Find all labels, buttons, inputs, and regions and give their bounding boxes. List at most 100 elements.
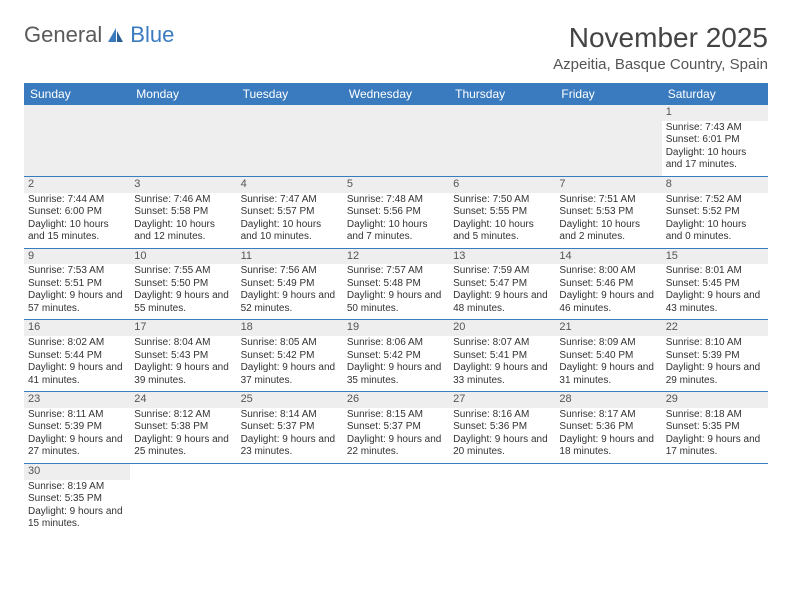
daylight-line: Daylight: 9 hours and 43 minutes. [666, 290, 764, 315]
daylight-line: Daylight: 9 hours and 48 minutes. [453, 290, 551, 315]
sunset-line: Sunset: 5:51 PM [28, 278, 126, 291]
sunrise-line: Sunrise: 7:51 AM [559, 194, 657, 207]
sunrise-line: Sunrise: 8:18 AM [666, 409, 764, 422]
daylight-line: Daylight: 9 hours and 29 minutes. [666, 362, 764, 387]
day-number: 9 [24, 249, 130, 265]
sunset-line: Sunset: 5:39 PM [28, 421, 126, 434]
sunset-line: Sunset: 5:36 PM [453, 421, 551, 434]
sail-icon [106, 26, 126, 44]
daylight-line: Daylight: 9 hours and 15 minutes. [28, 506, 126, 531]
sunset-line: Sunset: 5:43 PM [134, 350, 232, 363]
sunset-line: Sunset: 6:01 PM [666, 134, 764, 147]
calendar-cell: 14Sunrise: 8:00 AMSunset: 5:46 PMDayligh… [555, 249, 661, 320]
calendar-cell-empty [130, 105, 236, 176]
calendar-cell: 12Sunrise: 7:57 AMSunset: 5:48 PMDayligh… [343, 249, 449, 320]
calendar-cell: 21Sunrise: 8:09 AMSunset: 5:40 PMDayligh… [555, 320, 661, 391]
day-number: 19 [343, 320, 449, 336]
calendar-cell: 20Sunrise: 8:07 AMSunset: 5:41 PMDayligh… [449, 320, 555, 391]
day-number: 24 [130, 392, 236, 408]
sunset-line: Sunset: 5:49 PM [241, 278, 339, 291]
sunrise-line: Sunrise: 8:10 AM [666, 337, 764, 350]
calendar-header-row: SundayMondayTuesdayWednesdayThursdayFrid… [24, 83, 768, 105]
weekday-header: Sunday [24, 83, 130, 105]
daylight-line: Daylight: 9 hours and 57 minutes. [28, 290, 126, 315]
sunset-line: Sunset: 5:41 PM [453, 350, 551, 363]
daylight-line: Daylight: 10 hours and 0 minutes. [666, 219, 764, 244]
sunset-line: Sunset: 5:48 PM [347, 278, 445, 291]
calendar-cell: 23Sunrise: 8:11 AMSunset: 5:39 PMDayligh… [24, 392, 130, 463]
day-number: 10 [130, 249, 236, 265]
sunrise-line: Sunrise: 8:14 AM [241, 409, 339, 422]
sunrise-line: Sunrise: 7:56 AM [241, 265, 339, 278]
sunrise-line: Sunrise: 8:00 AM [559, 265, 657, 278]
weekday-header: Friday [555, 83, 661, 105]
day-number: 21 [555, 320, 661, 336]
calendar-row: 9Sunrise: 7:53 AMSunset: 5:51 PMDaylight… [24, 249, 768, 321]
calendar-cell-empty [343, 105, 449, 176]
day-number: 22 [662, 320, 768, 336]
calendar-cell: 29Sunrise: 8:18 AMSunset: 5:35 PMDayligh… [662, 392, 768, 463]
sunset-line: Sunset: 5:39 PM [666, 350, 764, 363]
calendar-cell: 24Sunrise: 8:12 AMSunset: 5:38 PMDayligh… [130, 392, 236, 463]
sunrise-line: Sunrise: 8:09 AM [559, 337, 657, 350]
weekday-header: Wednesday [343, 83, 449, 105]
weekday-header: Thursday [449, 83, 555, 105]
daylight-line: Daylight: 9 hours and 27 minutes. [28, 434, 126, 459]
day-number: 1 [662, 105, 768, 121]
day-number: 7 [555, 177, 661, 193]
sunset-line: Sunset: 5:36 PM [559, 421, 657, 434]
calendar-cell: 3Sunrise: 7:46 AMSunset: 5:58 PMDaylight… [130, 177, 236, 248]
daylight-line: Daylight: 9 hours and 22 minutes. [347, 434, 445, 459]
day-number: 18 [237, 320, 343, 336]
daylight-line: Daylight: 9 hours and 20 minutes. [453, 434, 551, 459]
calendar-body: 1Sunrise: 7:43 AMSunset: 6:01 PMDaylight… [24, 105, 768, 535]
day-number: 12 [343, 249, 449, 265]
sunset-line: Sunset: 5:50 PM [134, 278, 232, 291]
calendar-cell-empty [237, 464, 343, 535]
day-number: 30 [24, 464, 130, 480]
calendar-cell: 18Sunrise: 8:05 AMSunset: 5:42 PMDayligh… [237, 320, 343, 391]
sunset-line: Sunset: 5:45 PM [666, 278, 764, 291]
day-number: 20 [449, 320, 555, 336]
sunrise-line: Sunrise: 7:46 AM [134, 194, 232, 207]
sunrise-line: Sunrise: 8:07 AM [453, 337, 551, 350]
calendar-cell-empty [555, 464, 661, 535]
day-number: 4 [237, 177, 343, 193]
logo: General Blue [24, 22, 174, 48]
sunset-line: Sunset: 5:52 PM [666, 206, 764, 219]
sunrise-line: Sunrise: 8:17 AM [559, 409, 657, 422]
title-block: November 2025 Azpeitia, Basque Country, … [553, 22, 768, 73]
sunrise-line: Sunrise: 8:11 AM [28, 409, 126, 422]
weekday-header: Monday [130, 83, 236, 105]
calendar-cell: 11Sunrise: 7:56 AMSunset: 5:49 PMDayligh… [237, 249, 343, 320]
calendar-cell: 13Sunrise: 7:59 AMSunset: 5:47 PMDayligh… [449, 249, 555, 320]
day-number: 17 [130, 320, 236, 336]
sunrise-line: Sunrise: 7:52 AM [666, 194, 764, 207]
sunset-line: Sunset: 5:44 PM [28, 350, 126, 363]
daylight-line: Daylight: 9 hours and 25 minutes. [134, 434, 232, 459]
calendar-cell: 1Sunrise: 7:43 AMSunset: 6:01 PMDaylight… [662, 105, 768, 176]
sunrise-line: Sunrise: 8:15 AM [347, 409, 445, 422]
calendar-cell: 2Sunrise: 7:44 AMSunset: 6:00 PMDaylight… [24, 177, 130, 248]
calendar-row: 1Sunrise: 7:43 AMSunset: 6:01 PMDaylight… [24, 105, 768, 177]
location: Azpeitia, Basque Country, Spain [553, 56, 768, 73]
sunset-line: Sunset: 5:46 PM [559, 278, 657, 291]
calendar-cell-empty [662, 464, 768, 535]
daylight-line: Daylight: 9 hours and 33 minutes. [453, 362, 551, 387]
calendar-cell: 26Sunrise: 8:15 AMSunset: 5:37 PMDayligh… [343, 392, 449, 463]
daylight-line: Daylight: 10 hours and 10 minutes. [241, 219, 339, 244]
daylight-line: Daylight: 9 hours and 52 minutes. [241, 290, 339, 315]
daylight-line: Daylight: 10 hours and 7 minutes. [347, 219, 445, 244]
calendar-cell-empty [449, 105, 555, 176]
day-number: 13 [449, 249, 555, 265]
sunset-line: Sunset: 5:38 PM [134, 421, 232, 434]
calendar-row: 16Sunrise: 8:02 AMSunset: 5:44 PMDayligh… [24, 320, 768, 392]
sunset-line: Sunset: 5:47 PM [453, 278, 551, 291]
sunrise-line: Sunrise: 7:57 AM [347, 265, 445, 278]
calendar-cell: 16Sunrise: 8:02 AMSunset: 5:44 PMDayligh… [24, 320, 130, 391]
sunset-line: Sunset: 5:55 PM [453, 206, 551, 219]
day-number: 16 [24, 320, 130, 336]
calendar-cell: 19Sunrise: 8:06 AMSunset: 5:42 PMDayligh… [343, 320, 449, 391]
sunrise-line: Sunrise: 8:01 AM [666, 265, 764, 278]
calendar-cell: 6Sunrise: 7:50 AMSunset: 5:55 PMDaylight… [449, 177, 555, 248]
